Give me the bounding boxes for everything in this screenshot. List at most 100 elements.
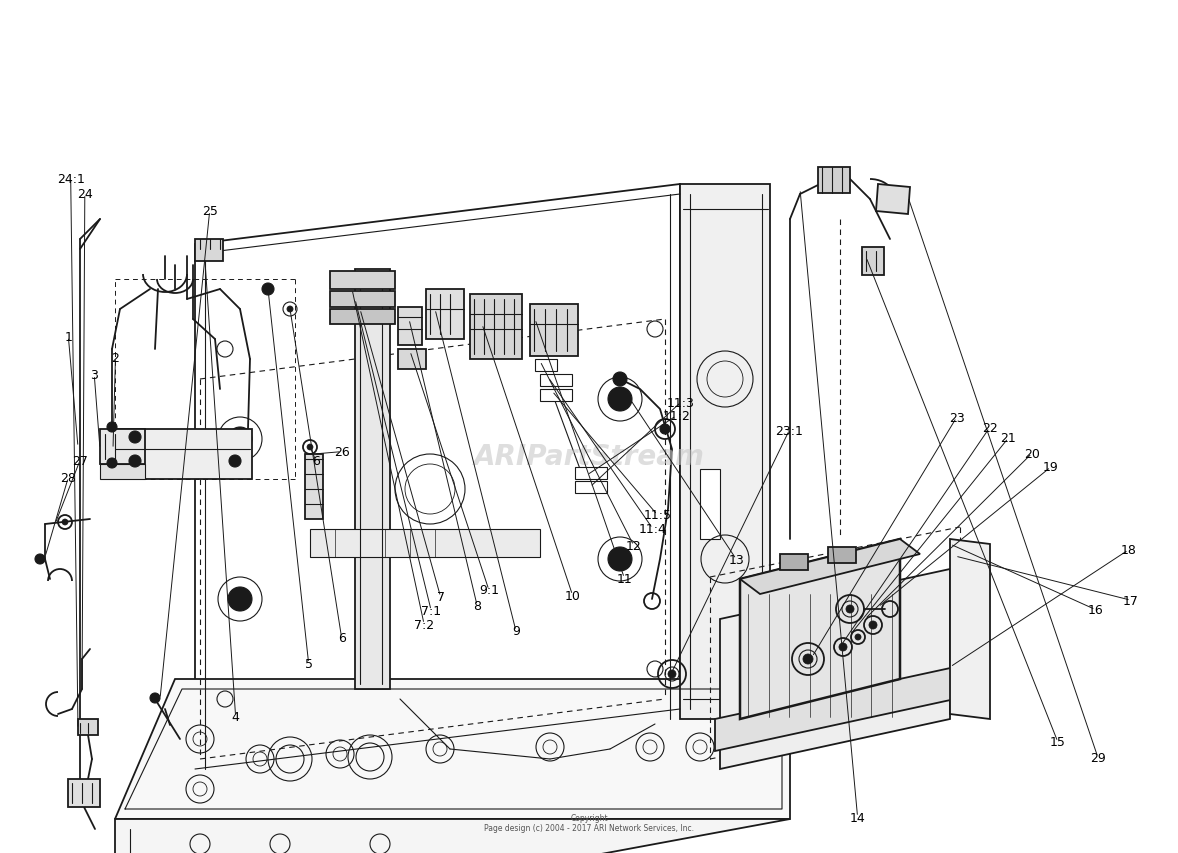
Polygon shape [330, 292, 395, 308]
Text: 11:4: 11:4 [638, 522, 667, 536]
Bar [780, 554, 808, 571]
Text: 7:1: 7:1 [421, 604, 442, 618]
Text: 21: 21 [1000, 432, 1017, 445]
Text: 13: 13 [728, 553, 744, 566]
Text: 11:5: 11:5 [643, 508, 671, 522]
Circle shape [613, 373, 627, 386]
Circle shape [229, 456, 241, 467]
Text: 18: 18 [1120, 543, 1137, 557]
Text: 23:1: 23:1 [775, 424, 803, 438]
Circle shape [229, 427, 252, 451]
Text: 1: 1 [65, 330, 72, 344]
Bar [700, 469, 720, 539]
Bar [398, 308, 422, 345]
Bar [575, 481, 607, 493]
Text: 27: 27 [72, 454, 88, 467]
Text: 16: 16 [1087, 603, 1104, 617]
Polygon shape [876, 185, 909, 215]
Circle shape [130, 432, 141, 444]
Bar [355, 270, 390, 689]
Text: 23: 23 [948, 411, 965, 425]
Bar [112, 430, 252, 479]
Circle shape [855, 635, 861, 641]
Circle shape [846, 606, 854, 613]
Bar [78, 719, 98, 735]
Bar [426, 290, 464, 339]
Polygon shape [949, 539, 990, 719]
Text: 17: 17 [1123, 594, 1139, 607]
Text: 24:1: 24:1 [57, 172, 85, 186]
Text: 9: 9 [512, 624, 519, 638]
Polygon shape [330, 310, 395, 325]
Text: 20: 20 [1024, 447, 1040, 461]
Text: 6: 6 [338, 631, 345, 645]
Bar [828, 548, 856, 563]
Bar [535, 360, 557, 372]
Text: 25: 25 [201, 205, 218, 218]
Circle shape [307, 444, 313, 450]
Text: 26: 26 [333, 445, 350, 459]
Circle shape [668, 670, 676, 678]
Bar [862, 247, 884, 276]
Text: 15: 15 [1050, 735, 1066, 749]
Bar [196, 240, 223, 262]
Text: 11:2: 11:2 [662, 409, 690, 423]
Bar [540, 374, 573, 386]
Circle shape [660, 425, 670, 434]
Polygon shape [115, 819, 790, 853]
Bar [398, 350, 426, 369]
Text: 5: 5 [305, 657, 312, 670]
Circle shape [62, 519, 68, 525]
Bar [540, 390, 573, 402]
Polygon shape [740, 539, 920, 595]
Text: 7: 7 [437, 590, 444, 604]
Text: 24: 24 [77, 188, 93, 201]
Polygon shape [196, 185, 680, 779]
Polygon shape [715, 667, 955, 751]
Text: 19: 19 [1043, 461, 1059, 474]
Text: ARIPartStream: ARIPartStream [474, 443, 704, 470]
Text: 12: 12 [626, 539, 642, 553]
Text: 29: 29 [1090, 751, 1106, 764]
Circle shape [150, 693, 160, 703]
Text: 14: 14 [849, 810, 866, 824]
Text: 22: 22 [981, 421, 998, 435]
Circle shape [130, 456, 141, 467]
Polygon shape [330, 272, 395, 290]
Polygon shape [115, 679, 790, 819]
Text: 28: 28 [60, 471, 77, 485]
Circle shape [107, 422, 117, 432]
Text: 6: 6 [312, 454, 319, 467]
Circle shape [803, 654, 813, 664]
Circle shape [35, 554, 45, 565]
Polygon shape [720, 569, 949, 769]
Text: 7:2: 7:2 [413, 618, 435, 631]
Bar [68, 779, 100, 807]
Bar [305, 455, 323, 519]
Text: 3: 3 [91, 368, 98, 382]
Bar [575, 467, 607, 479]
Circle shape [107, 458, 117, 468]
Text: Copyright
Page design (c) 2004 - 2017 ARI Network Services, Inc.: Copyright Page design (c) 2004 - 2017 AR… [484, 813, 694, 832]
Circle shape [229, 588, 252, 612]
Text: 2: 2 [112, 351, 119, 365]
Circle shape [262, 284, 274, 296]
Bar [100, 430, 145, 464]
Text: 8: 8 [474, 599, 481, 612]
Text: 4: 4 [232, 710, 239, 723]
Circle shape [608, 548, 633, 572]
Bar [680, 185, 770, 719]
Circle shape [608, 387, 633, 411]
Circle shape [869, 621, 876, 630]
Bar [100, 464, 145, 479]
Bar [818, 168, 851, 194]
Text: 10: 10 [564, 589, 581, 602]
Bar [310, 530, 540, 557]
Text: 11: 11 [616, 572, 633, 585]
Polygon shape [740, 539, 900, 719]
Circle shape [839, 643, 847, 651]
Bar [470, 294, 522, 360]
Text: 11:3: 11:3 [667, 396, 695, 409]
Bar [530, 305, 578, 357]
Text: 9:1: 9:1 [479, 583, 498, 597]
